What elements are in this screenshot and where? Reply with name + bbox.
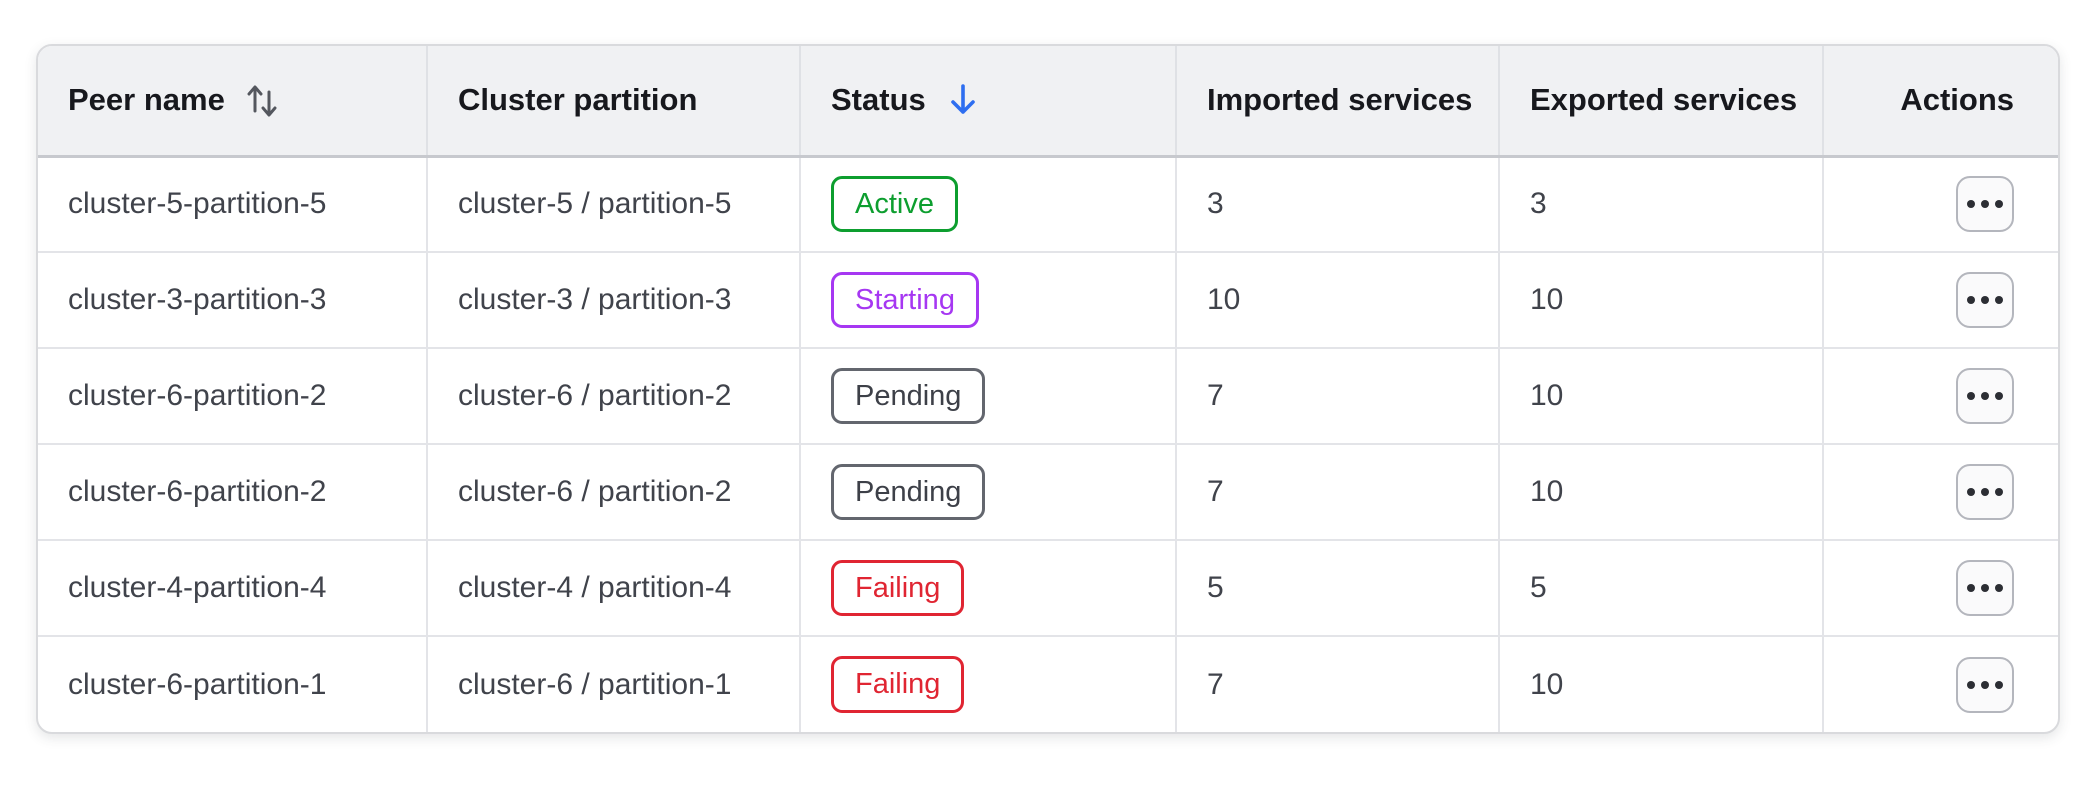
- imported-services-cell: 3: [1176, 156, 1500, 253]
- status-cell: Pending: [800, 444, 1177, 541]
- row-actions-button[interactable]: [1956, 656, 2014, 713]
- actions-cell: [1823, 444, 2058, 541]
- row-actions-button[interactable]: [1956, 464, 2014, 520]
- column-header-label: Exported services: [1530, 82, 1798, 118]
- column-header-actions: Actions: [1823, 46, 2058, 158]
- status-badge: Failing: [831, 559, 965, 617]
- status-badge: Pending: [831, 463, 986, 521]
- status-badge: Starting: [831, 271, 979, 329]
- column-header-status[interactable]: Status: [800, 46, 1177, 158]
- ellipsis-icon: [1967, 584, 2003, 592]
- cluster-partition-cell: cluster-5 / partition-5: [427, 156, 801, 253]
- column-header-imported-services: Imported services: [1176, 46, 1500, 158]
- arrow-down-icon: [950, 84, 975, 115]
- row-actions-button[interactable]: [1956, 176, 2014, 233]
- column-header-cluster-partition: Cluster partition: [427, 46, 801, 158]
- status-badge: Pending: [831, 367, 986, 425]
- table-row: cluster-4-partition-4 cluster-4 / partit…: [38, 540, 2058, 637]
- exported-services-cell: 10: [1499, 444, 1824, 541]
- peers-table: Peer name Cluster partition Status: [38, 46, 2058, 732]
- cluster-partition-cell: cluster-6 / partition-1: [427, 636, 801, 732]
- peer-name-cell: cluster-3-partition-3: [38, 252, 428, 349]
- cluster-partition-cell: cluster-6 / partition-2: [427, 348, 801, 445]
- table-header-row: Peer name Cluster partition Status: [38, 46, 2058, 158]
- row-actions-button[interactable]: [1956, 368, 2014, 424]
- status-cell: Pending: [800, 348, 1177, 445]
- peer-name-cell: cluster-5-partition-5: [38, 156, 428, 253]
- status-cell: Failing: [800, 636, 1177, 732]
- status-badge: Active: [831, 176, 958, 233]
- peers-table-card: Peer name Cluster partition Status: [36, 44, 2060, 734]
- ellipsis-icon: [1967, 488, 2003, 496]
- actions-cell: [1823, 156, 2058, 253]
- ellipsis-icon: [1967, 296, 2003, 304]
- actions-cell: [1823, 540, 2058, 637]
- row-actions-button[interactable]: [1956, 560, 2014, 616]
- exported-services-cell: 5: [1499, 540, 1824, 637]
- column-header-label: Status: [831, 82, 926, 118]
- peer-name-cell: cluster-6-partition-1: [38, 636, 428, 732]
- swap-vertical-icon: [247, 85, 277, 117]
- row-actions-button[interactable]: [1956, 272, 2014, 328]
- status-cell: Failing: [800, 540, 1177, 637]
- status-cell: Active: [800, 156, 1177, 253]
- status-cell: Starting: [800, 252, 1177, 349]
- peer-name-cell: cluster-4-partition-4: [38, 540, 428, 637]
- table-row: cluster-6-partition-2 cluster-6 / partit…: [38, 444, 2058, 541]
- table-row: cluster-3-partition-3 cluster-3 / partit…: [38, 252, 2058, 349]
- column-header-label: Peer name: [68, 82, 225, 118]
- imported-services-cell: 10: [1176, 252, 1500, 349]
- imported-services-cell: 5: [1176, 540, 1500, 637]
- imported-services-cell: 7: [1176, 636, 1500, 732]
- exported-services-cell: 10: [1499, 252, 1824, 349]
- column-header-exported-services: Exported services: [1499, 46, 1824, 158]
- column-header-label: Cluster partition: [458, 82, 698, 118]
- ellipsis-icon: [1967, 392, 2003, 400]
- exported-services-cell: 3: [1499, 156, 1824, 253]
- cluster-partition-cell: cluster-6 / partition-2: [427, 444, 801, 541]
- imported-services-cell: 7: [1176, 348, 1500, 445]
- cluster-partition-cell: cluster-4 / partition-4: [427, 540, 801, 637]
- table-row: cluster-5-partition-5 cluster-5 / partit…: [38, 156, 2058, 253]
- table-row: cluster-6-partition-2 cluster-6 / partit…: [38, 348, 2058, 445]
- peer-name-cell: cluster-6-partition-2: [38, 444, 428, 541]
- actions-cell: [1823, 636, 2058, 732]
- table-row: cluster-6-partition-1 cluster-6 / partit…: [38, 636, 2058, 732]
- column-header-peer-name[interactable]: Peer name: [38, 46, 428, 158]
- exported-services-cell: 10: [1499, 636, 1824, 732]
- ellipsis-icon: [1967, 680, 2003, 689]
- ellipsis-icon: [1967, 200, 2003, 209]
- cluster-partition-cell: cluster-3 / partition-3: [427, 252, 801, 349]
- actions-cell: [1823, 348, 2058, 445]
- peer-name-cell: cluster-6-partition-2: [38, 348, 428, 445]
- exported-services-cell: 10: [1499, 348, 1824, 445]
- column-header-label: Actions: [1900, 82, 2014, 118]
- actions-cell: [1823, 252, 2058, 349]
- imported-services-cell: 7: [1176, 444, 1500, 541]
- status-badge: Failing: [831, 656, 965, 713]
- column-header-label: Imported services: [1207, 82, 1473, 118]
